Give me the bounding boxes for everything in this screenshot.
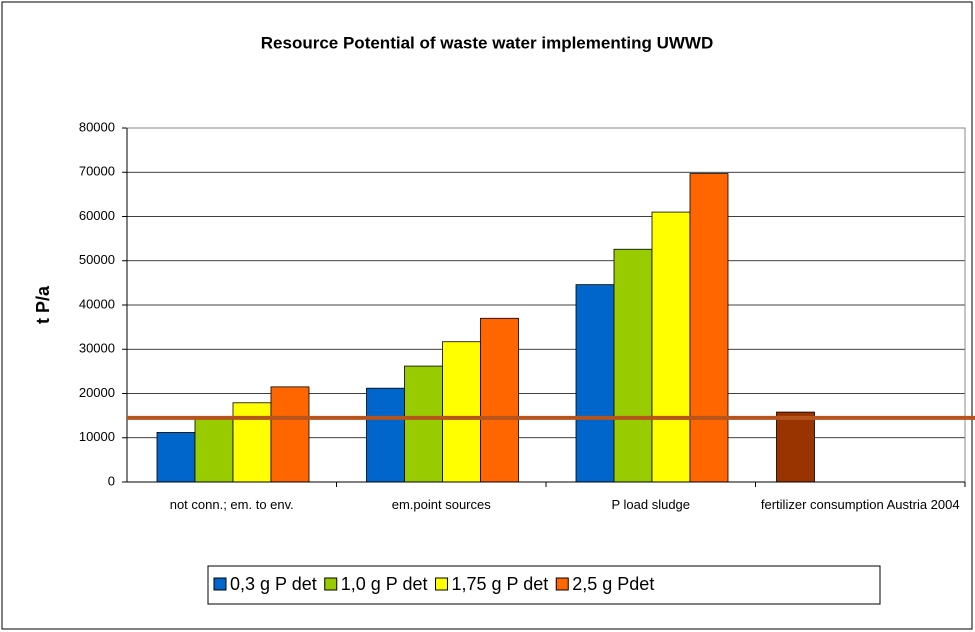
y-tick-label: 30000 [79, 341, 115, 356]
bar [194, 417, 234, 483]
x-tick-label: P load sludge [611, 497, 691, 512]
bar [613, 248, 653, 483]
chart-title: Resource Potential of waste water implem… [261, 33, 713, 52]
legend-swatch [555, 577, 569, 591]
y-tick-label: 10000 [79, 429, 115, 444]
y-tick-label: 50000 [79, 252, 115, 267]
legend-label: 1,75 g P det [452, 574, 549, 594]
legend-swatch [213, 577, 227, 591]
x-tick-label: not conn.; em. to env. [169, 497, 294, 512]
bar [156, 432, 196, 483]
bar [575, 284, 615, 483]
bar [232, 402, 272, 483]
legend-label: 0,3 g P det [230, 574, 317, 594]
y-axis-label: t P/a [33, 285, 53, 324]
y-tick-label: 60000 [79, 208, 115, 223]
bar [480, 317, 519, 483]
legend-label: 1,0 g P det [341, 574, 428, 594]
y-tick-label: 70000 [79, 164, 115, 179]
bar [651, 211, 691, 483]
y-tick-label: 40000 [79, 296, 115, 311]
y-tick-label: 80000 [79, 119, 115, 134]
x-tick-label: em.point sources [391, 497, 491, 512]
bar [442, 341, 481, 483]
legend-swatch [435, 577, 448, 591]
bar [270, 386, 310, 483]
bar [366, 387, 405, 483]
legend-swatch [324, 577, 338, 591]
y-tick-label: 0 [108, 473, 115, 488]
legend-box [207, 565, 881, 605]
x-tick-label: fertilizer consumption Austria 2004 [760, 497, 960, 512]
bar [404, 365, 443, 483]
legend-label: 2,5 g Pdet [572, 574, 654, 594]
bar [776, 411, 815, 483]
bar [689, 173, 729, 483]
y-tick-label: 20000 [79, 385, 115, 400]
